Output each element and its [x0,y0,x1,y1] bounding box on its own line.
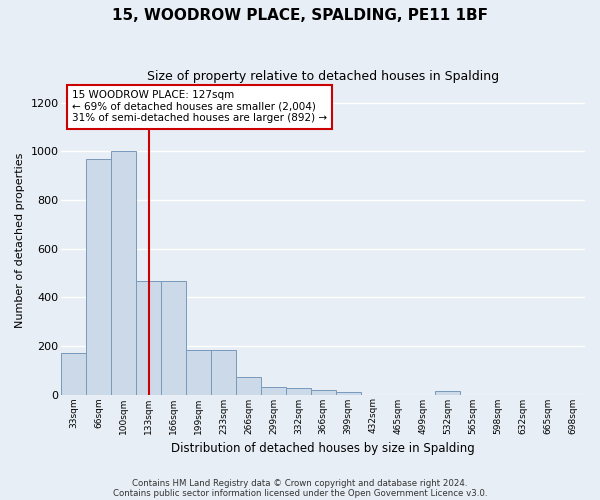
Bar [211,350,236,395]
Bar [335,392,361,394]
Bar [61,353,86,395]
Bar [161,282,186,395]
Bar [261,387,286,394]
Text: 15 WOODROW PLACE: 127sqm
← 69% of detached houses are smaller (2,004)
31% of sem: 15 WOODROW PLACE: 127sqm ← 69% of detach… [72,90,327,124]
Y-axis label: Number of detached properties: Number of detached properties [15,152,25,328]
Text: Contains public sector information licensed under the Open Government Licence v3: Contains public sector information licen… [113,488,487,498]
X-axis label: Distribution of detached houses by size in Spalding: Distribution of detached houses by size … [172,442,475,455]
Text: 15, WOODROW PLACE, SPALDING, PE11 1BF: 15, WOODROW PLACE, SPALDING, PE11 1BF [112,8,488,22]
Bar [311,390,335,394]
Text: Contains HM Land Registry data © Crown copyright and database right 2024.: Contains HM Land Registry data © Crown c… [132,478,468,488]
Bar [136,282,161,395]
Bar [286,388,311,394]
Bar [112,151,136,394]
Bar [186,350,211,395]
Title: Size of property relative to detached houses in Spalding: Size of property relative to detached ho… [147,70,499,83]
Bar [436,391,460,394]
Bar [86,158,112,394]
Bar [236,378,261,394]
